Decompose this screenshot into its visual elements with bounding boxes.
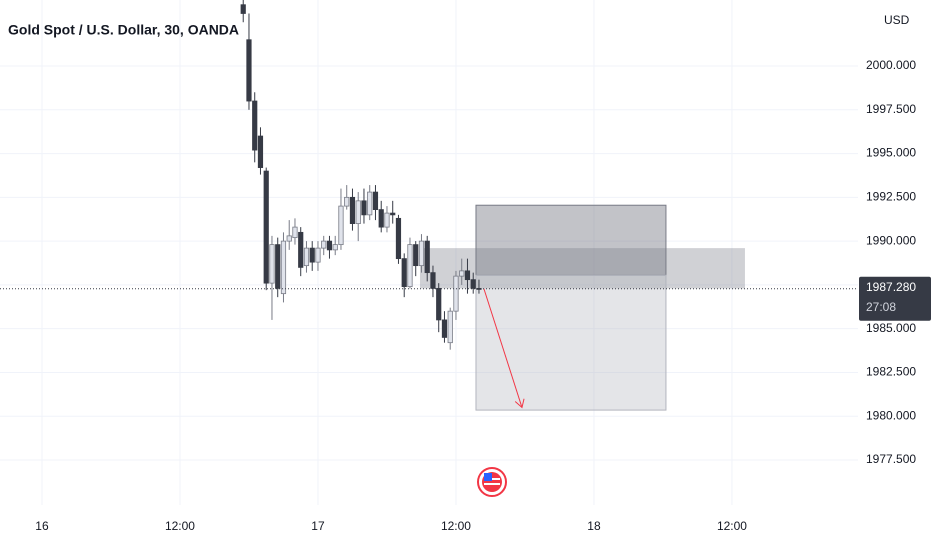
y-tick-label: 1982.500 xyxy=(866,365,916,379)
chart-title: Gold Spot / U.S. Dollar, 30, OANDA xyxy=(8,22,239,38)
candle-body xyxy=(321,240,327,249)
y-tick-label: 2000.000 xyxy=(866,58,916,72)
y-tick-label: 1990.000 xyxy=(866,233,916,247)
candle-body xyxy=(395,217,402,260)
candle-body xyxy=(286,235,292,242)
y-tick-label: 1980.000 xyxy=(866,408,916,422)
candle-body xyxy=(275,244,281,289)
candle-body xyxy=(372,191,379,210)
candle-body xyxy=(441,319,448,338)
y-tick-label: 1985.000 xyxy=(866,321,916,335)
position-target xyxy=(475,274,667,411)
candle-body xyxy=(315,247,321,263)
y-tick-label: 1997.500 xyxy=(866,102,916,116)
candle-body xyxy=(349,196,356,225)
candle-body xyxy=(418,240,425,267)
last-price-box xyxy=(859,276,931,321)
grid xyxy=(0,0,858,505)
position-stop xyxy=(475,204,667,276)
y-tick-label: 1995.000 xyxy=(866,146,916,160)
candle-body xyxy=(384,212,390,228)
last-price-label: 1987.280 xyxy=(866,280,916,294)
x-tick-label: 12:00 xyxy=(441,519,471,533)
candle-body xyxy=(344,196,350,207)
y-tick-label: 1992.500 xyxy=(866,190,916,204)
y-axis-label: USD xyxy=(884,13,910,27)
flag-icon xyxy=(477,467,507,497)
candle-body xyxy=(470,279,476,289)
candle-body xyxy=(413,244,419,267)
candle-body xyxy=(326,240,333,251)
candle-body xyxy=(252,100,258,151)
candle-body xyxy=(292,226,298,239)
x-tick-label: 18 xyxy=(587,519,601,533)
candle-body xyxy=(447,310,453,344)
candle-body xyxy=(407,244,413,288)
candle-body xyxy=(401,258,407,288)
candle-body xyxy=(436,287,442,321)
candle-body xyxy=(303,247,310,267)
candle-body xyxy=(430,272,436,289)
x-tick-label: 16 xyxy=(35,519,49,533)
candle-body xyxy=(269,244,275,284)
candle-body xyxy=(355,200,361,225)
candle-body xyxy=(257,135,264,168)
arrow xyxy=(483,288,523,408)
candle-body xyxy=(280,240,287,295)
candle-body xyxy=(476,287,482,290)
candle-body xyxy=(378,209,384,228)
x-tick-label: 12:00 xyxy=(717,519,747,533)
candle-body xyxy=(424,240,430,274)
candle-body xyxy=(338,205,344,246)
x-tick-label: 12:00 xyxy=(165,519,195,533)
arrow-head xyxy=(514,398,525,409)
candle-body xyxy=(390,212,396,216)
candle-body xyxy=(263,170,269,284)
candle-body xyxy=(298,231,304,268)
y-tick-label: 1977.500 xyxy=(866,452,916,466)
candle-body xyxy=(464,270,471,281)
candle-body xyxy=(246,39,252,102)
countdown: 27:08 xyxy=(866,300,896,314)
candle-body xyxy=(459,270,465,277)
candle-body xyxy=(367,191,373,216)
candle-body xyxy=(309,247,315,263)
x-tick-label: 17 xyxy=(311,519,325,533)
marks xyxy=(0,0,858,411)
candle-body xyxy=(332,244,338,251)
candle-body xyxy=(453,275,459,312)
candle-body xyxy=(361,200,367,216)
candle-body xyxy=(240,4,246,14)
